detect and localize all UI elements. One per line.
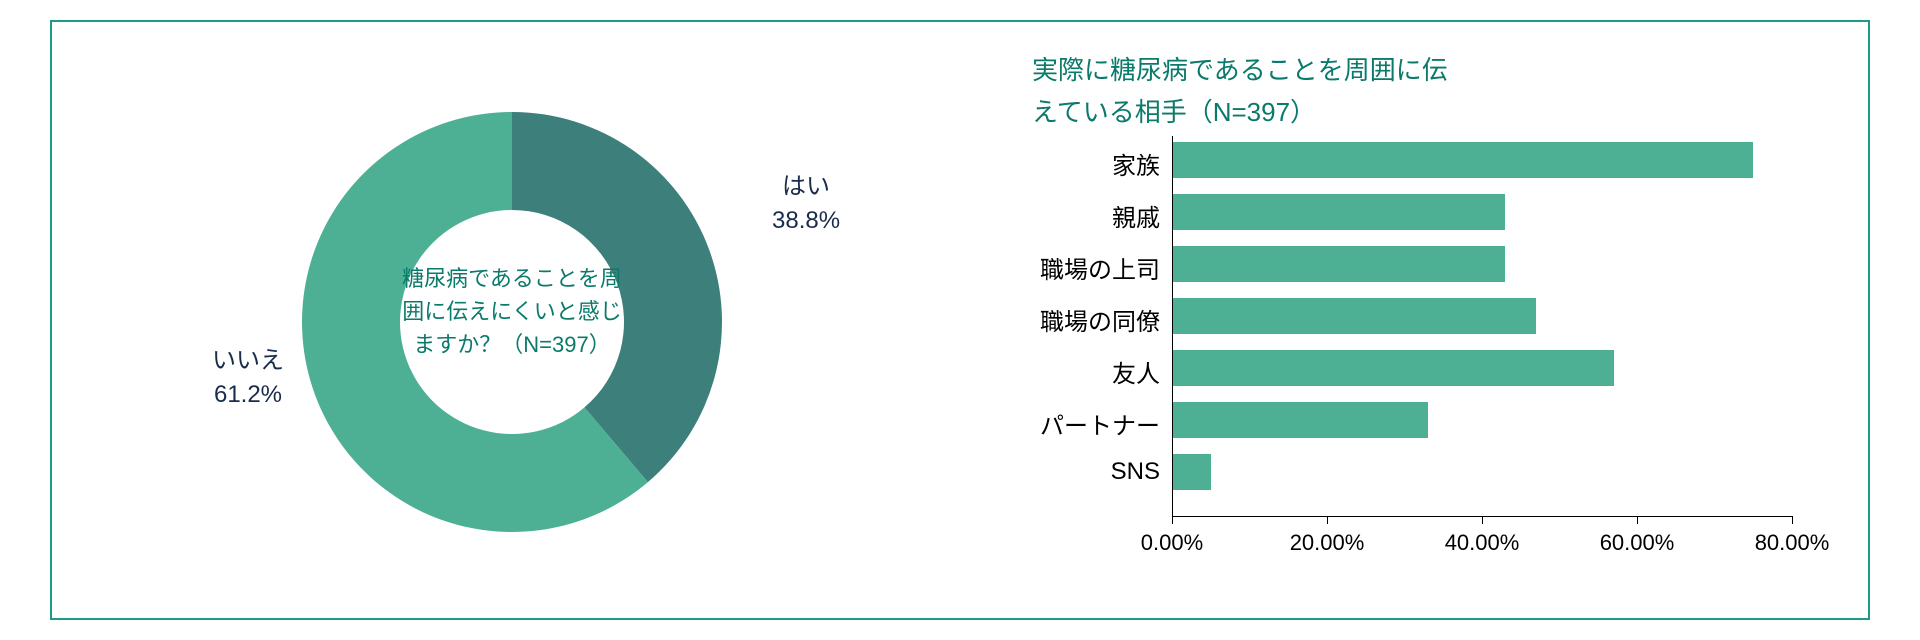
y-axis xyxy=(1172,136,1173,516)
chart-frame: 糖尿病であることを周囲に伝えにくいと感じますか？（N=397） はい 38.8%… xyxy=(50,20,1870,620)
bar-category-label: 職場の同僚 xyxy=(1040,302,1160,337)
bar-title-line2: えている相手（N=397） xyxy=(1032,97,1316,127)
donut-label-yes-text: はい xyxy=(782,173,830,200)
bar-category-label: 友人 xyxy=(1112,354,1160,389)
x-tick xyxy=(1792,516,1793,524)
bar xyxy=(1172,454,1211,490)
bar-category-label: 家族 xyxy=(1112,146,1160,181)
donut-label-yes: はい 38.8% xyxy=(772,170,840,237)
x-tick-label: 80.00% xyxy=(1755,530,1830,556)
x-tick-label: 0.00% xyxy=(1141,530,1203,556)
bar xyxy=(1172,246,1505,282)
x-tick xyxy=(1637,516,1638,524)
bar-chart-plot: 家族親戚職場の上司職場の同僚友人パートナーSNS0.00%20.00%40.00… xyxy=(1172,142,1792,522)
donut-center-question: 糖尿病であることを周囲に伝えにくいと感じますか？（N=397） xyxy=(402,262,622,361)
bar-category-label: 親戚 xyxy=(1112,198,1160,233)
bar-chart-title: 実際に糖尿病であることを周囲に伝えている相手（N=397） xyxy=(1032,50,1448,133)
x-tick-label: 60.00% xyxy=(1600,530,1675,556)
x-tick xyxy=(1327,516,1328,524)
donut-label-yes-pct: 38.8% xyxy=(772,207,840,234)
bar-category-label: SNS xyxy=(1111,458,1160,486)
x-tick-label: 40.00% xyxy=(1445,530,1520,556)
bar-chart-panel: 実際に糖尿病であることを周囲に伝えている相手（N=397） 家族親戚職場の上司職… xyxy=(972,22,1872,618)
donut-label-no-text: いいえ xyxy=(212,347,284,374)
x-tick xyxy=(1172,516,1173,524)
bar xyxy=(1172,194,1505,230)
bar-title-line1: 実際に糖尿病であることを周囲に伝 xyxy=(1032,55,1448,85)
x-tick xyxy=(1482,516,1483,524)
x-tick-label: 20.00% xyxy=(1290,530,1365,556)
donut-label-no-pct: 61.2% xyxy=(214,381,282,408)
bar xyxy=(1172,298,1536,334)
bar xyxy=(1172,142,1753,178)
donut-label-no: いいえ 61.2% xyxy=(212,344,284,411)
bar xyxy=(1172,350,1614,386)
bar-category-label: パートナー xyxy=(1040,406,1160,441)
donut-chart-panel: 糖尿病であることを周囲に伝えにくいと感じますか？（N=397） はい 38.8%… xyxy=(52,22,972,618)
bar xyxy=(1172,402,1428,438)
bar-category-label: 職場の上司 xyxy=(1040,250,1160,285)
